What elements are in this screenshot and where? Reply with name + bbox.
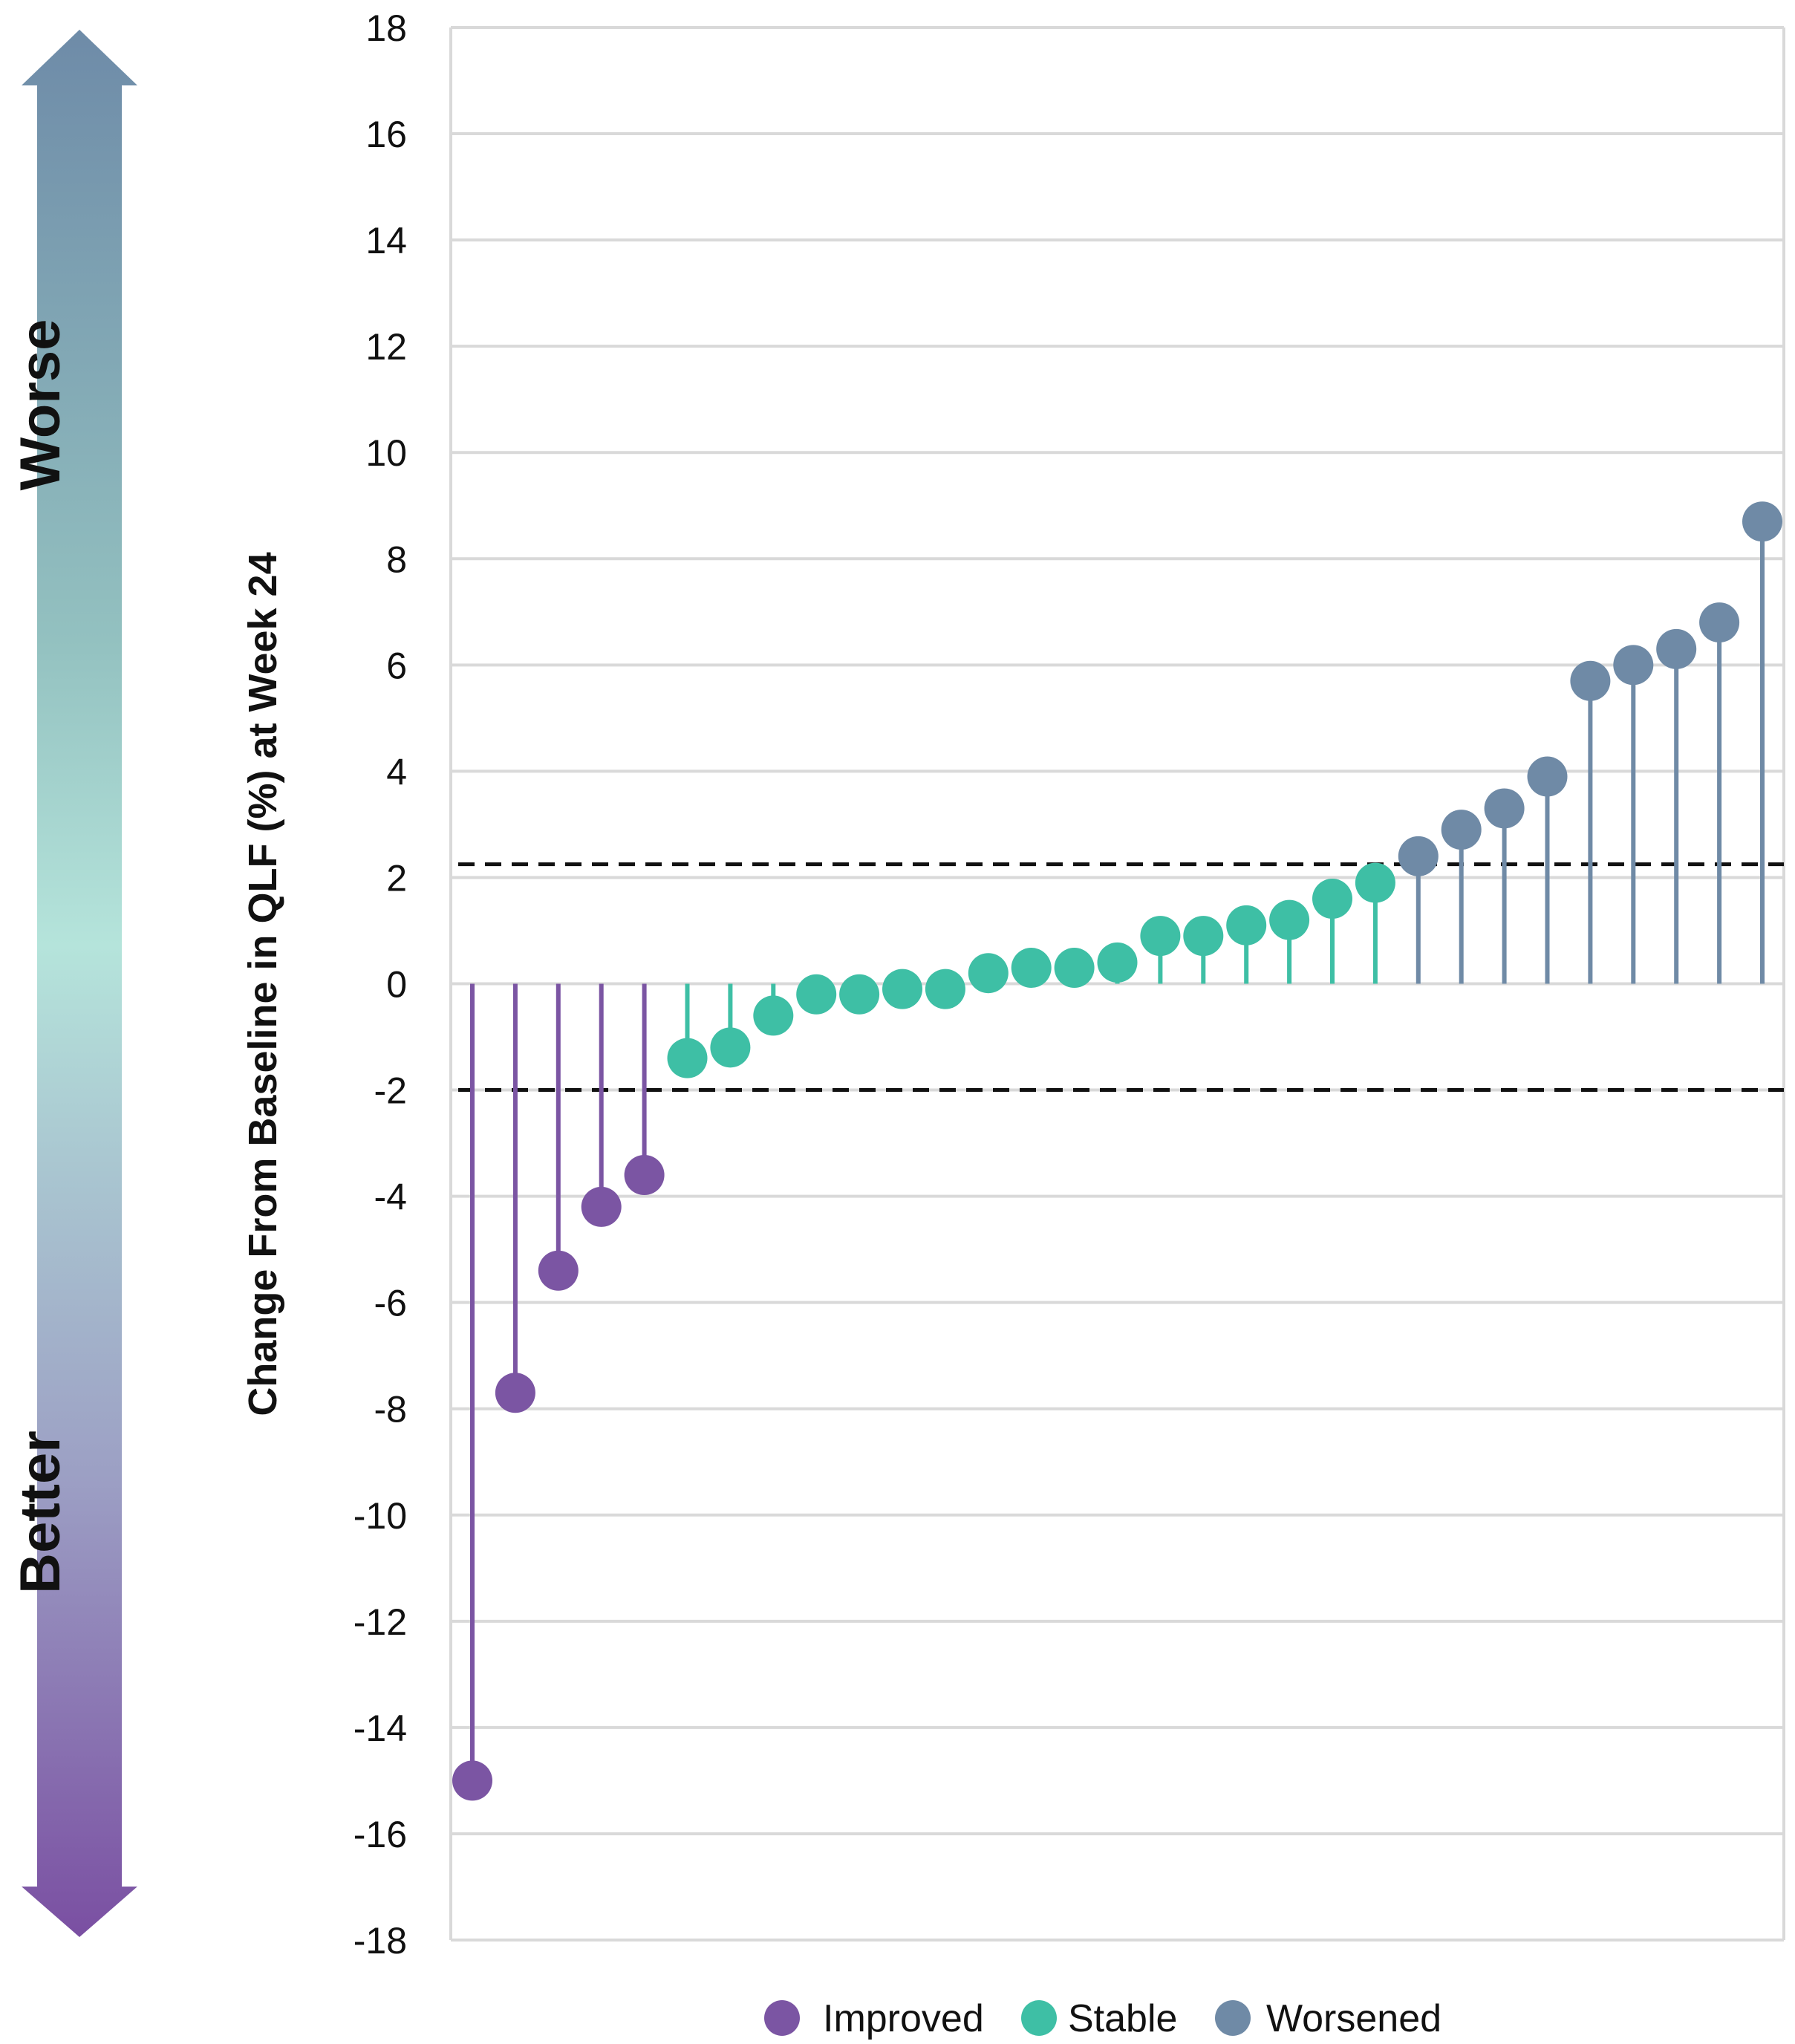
lollipop-point-worsened bbox=[1656, 628, 1697, 669]
worse-label: Worse bbox=[9, 319, 72, 491]
y-tick-label: -4 bbox=[374, 1176, 407, 1218]
y-tick-label: 6 bbox=[386, 645, 407, 686]
lollipop-point-worsened bbox=[1570, 660, 1611, 701]
legend-label-improved: Improved bbox=[823, 1997, 984, 2040]
lollipop-point-stable bbox=[753, 995, 794, 1036]
lollipop-point-stable bbox=[1054, 948, 1095, 989]
y-tick-label: -12 bbox=[354, 1601, 407, 1643]
lollipop-point-worsened bbox=[1613, 645, 1654, 686]
y-tick-labels: 18 16 14 12 10 8 6 4 2 0 -2 -4 -6 -8 -10 -12 -14 -16 -18 bbox=[354, 7, 407, 1962]
y-axis-title: Change From Baseline in QLF (%) at Week … bbox=[241, 552, 285, 1416]
lollipop-point-worsened bbox=[1441, 810, 1482, 850]
y-tick-label: 8 bbox=[386, 538, 407, 580]
y-tick-label: 4 bbox=[386, 751, 407, 792]
lollipop-point-stable bbox=[839, 974, 880, 1015]
lollipop-point-stable bbox=[882, 969, 922, 1009]
y-tick-label: 10 bbox=[365, 432, 407, 474]
lollipop-point-stable bbox=[667, 1038, 708, 1078]
lollipop-stems bbox=[470, 521, 1765, 1781]
lollipop-point-stable bbox=[710, 1027, 751, 1068]
y-tick-label: -8 bbox=[374, 1389, 407, 1431]
lollipop-point-improved bbox=[452, 1760, 492, 1801]
lollipop-point-worsened bbox=[1742, 501, 1782, 542]
y-tick-label: 12 bbox=[365, 326, 407, 368]
lollipop-point-stable bbox=[1097, 942, 1138, 983]
legend: Improved Stable Worsened bbox=[764, 1997, 1441, 2040]
lollipop-points bbox=[452, 501, 1782, 1801]
lollipop-point-stable bbox=[1140, 916, 1181, 957]
lollipop-point-worsened bbox=[1484, 788, 1525, 829]
lollipop-point-improved bbox=[624, 1155, 665, 1195]
lollipop-point-stable bbox=[968, 953, 1009, 994]
lollipop-point-improved bbox=[495, 1373, 535, 1413]
lollipop-point-improved bbox=[581, 1186, 622, 1227]
lollipop-point-worsened bbox=[1398, 836, 1439, 876]
legend-label-stable: Stable bbox=[1068, 1997, 1177, 2040]
lollipop-point-stable bbox=[1355, 862, 1395, 903]
y-tick-label: 14 bbox=[365, 220, 407, 261]
lollipop-point-stable bbox=[1011, 948, 1052, 989]
lollipop-point-stable bbox=[796, 974, 837, 1015]
lollipop-point-worsened bbox=[1699, 602, 1740, 643]
y-tick-label: -2 bbox=[374, 1070, 407, 1112]
y-tick-label: -10 bbox=[354, 1495, 407, 1537]
lollipop-point-stable bbox=[1183, 916, 1224, 957]
y-tick-label: -6 bbox=[374, 1283, 407, 1324]
better-label: Better bbox=[9, 1431, 72, 1594]
legend-marker-improved bbox=[764, 2000, 800, 2036]
y-tick-label: -18 bbox=[354, 1920, 407, 1962]
y-tick-label: -14 bbox=[354, 1708, 407, 1749]
lollipop-point-stable bbox=[925, 969, 965, 1009]
y-tick-label: 0 bbox=[386, 964, 407, 1006]
y-tick-label: 16 bbox=[365, 114, 407, 155]
legend-marker-stable bbox=[1021, 2000, 1057, 2036]
y-tick-label: 2 bbox=[386, 857, 407, 899]
lollipop-point-stable bbox=[1226, 905, 1267, 945]
better-worse-arrow bbox=[22, 30, 137, 1937]
threshold-lines bbox=[458, 862, 1784, 1093]
lollipop-point-stable bbox=[1269, 899, 1310, 940]
legend-label-worsened: Worsened bbox=[1266, 1997, 1441, 2040]
lollipop-point-worsened bbox=[1527, 756, 1568, 797]
lollipop-point-improved bbox=[538, 1250, 579, 1291]
y-tick-label: -16 bbox=[354, 1814, 407, 1855]
legend-marker-worsened bbox=[1215, 2000, 1251, 2036]
y-tick-label: 18 bbox=[365, 7, 407, 49]
lollipop-point-stable bbox=[1312, 879, 1352, 920]
